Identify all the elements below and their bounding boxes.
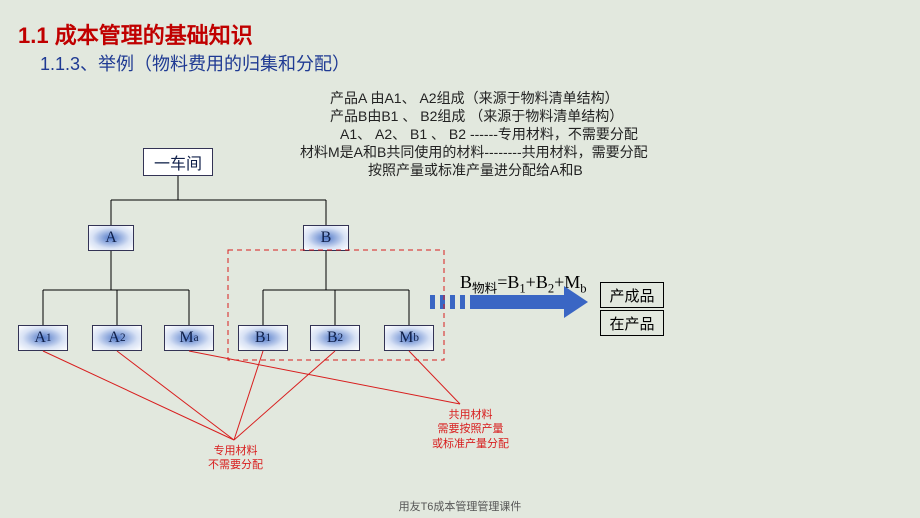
- arrow-tail-dash: [430, 295, 435, 309]
- heading-1: 1.1 成本管理的基础知识: [18, 18, 253, 50]
- desc-line-1: 产品B由B1 、 B2组成 （来源于物料清单结构）: [330, 106, 623, 126]
- node-Mb: Mb: [384, 325, 434, 351]
- annotation-specialized: 专用材料不需要分配: [208, 444, 263, 473]
- annotation-shared: 共用材料需要按照产量或标准产量分配: [432, 408, 509, 451]
- arrow-tail-dash: [440, 295, 445, 309]
- node-B2: B2: [310, 325, 360, 351]
- arrow-tail-dash: [460, 295, 465, 309]
- result-box-0: 产成品: [600, 282, 664, 308]
- desc-line-2: A1、 A2、 B1 、 B2 ------专用材料，不需要分配: [340, 124, 638, 144]
- desc-line-3: 材料M是A和B共同使用的材料--------共用材料，需要分配: [300, 142, 648, 162]
- node-A2: A2: [92, 325, 142, 351]
- formula: B物料=B1+B2+Mb: [460, 272, 587, 297]
- desc-line-0: 产品A 由A1、 A2组成（来源于物料清单结构）: [330, 88, 619, 108]
- node-A1: A1: [18, 325, 68, 351]
- node-一车间: 一车间: [143, 148, 213, 176]
- node-A: A: [88, 225, 134, 251]
- heading-2: 1.1.3、举例（物料费用的归集和分配）: [40, 50, 350, 76]
- node-Ma: Ma: [164, 325, 214, 351]
- footer-text: 用友T6成本管理管理课件: [0, 498, 920, 514]
- result-box-1: 在产品: [600, 310, 664, 336]
- desc-line-4: 按照产量或标准产量进分配给A和B: [368, 160, 583, 180]
- node-B: B: [303, 225, 349, 251]
- node-B1: B1: [238, 325, 288, 351]
- arrow-tail-dash: [450, 295, 455, 309]
